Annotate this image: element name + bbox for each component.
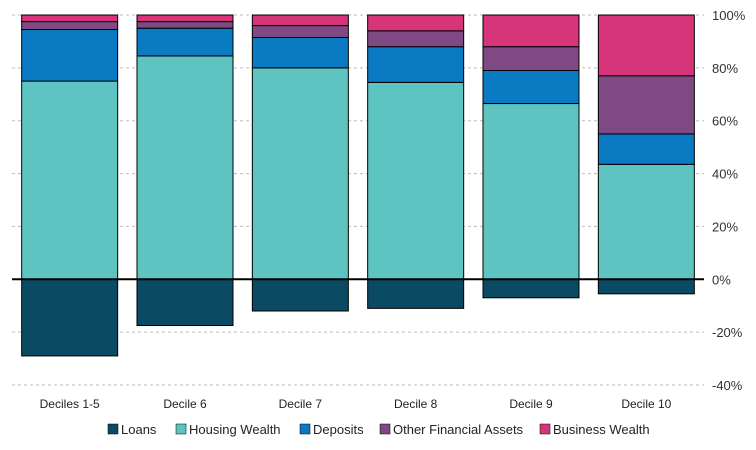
- legend-label: Deposits: [313, 422, 364, 437]
- bar-other-financial-assets-decile-6: [136, 21, 234, 29]
- legend-label: Loans: [121, 422, 157, 437]
- gridlines: [12, 14, 704, 386]
- y-tick-label: -40%: [712, 378, 743, 393]
- bar-other-financial-assets-decile-9: [482, 46, 580, 72]
- bar-loans-decile-7: [251, 278, 349, 312]
- bar-business-wealth-decile-9: [482, 14, 580, 48]
- bar-housing-wealth-decile-6: [136, 55, 234, 280]
- bar-deposits-decile-6: [136, 27, 234, 57]
- bar-loans-deciles-1-5: [21, 278, 119, 357]
- bar-deposits-decile-7: [251, 36, 349, 69]
- legend-swatch: [379, 423, 391, 435]
- legend-label: Business Wealth: [553, 422, 650, 437]
- bar-loans-decile-10: [597, 278, 695, 295]
- bar-other-financial-assets-decile-7: [251, 25, 349, 38]
- x-tick-label: Decile 9: [509, 397, 553, 411]
- bar-business-wealth-decile-7: [251, 14, 349, 27]
- legend-swatch: [107, 423, 119, 435]
- bar-loans-decile-9: [482, 278, 580, 299]
- bar-other-financial-assets-decile-10: [597, 75, 695, 135]
- x-axis-categories: Deciles 1-5 Decile 6 Decile 7 Decile 8 Decil…: [40, 397, 672, 411]
- legend: Loans Housing Wealth Deposits Other Financi…: [107, 422, 650, 437]
- bar-housing-wealth-decile-8: [367, 81, 465, 280]
- bar-deposits-deciles-1-5: [21, 29, 119, 82]
- legend-item-housing-wealth: Housing Wealth: [175, 422, 281, 437]
- y-tick-label: 80%: [712, 61, 738, 76]
- bars: [21, 14, 695, 357]
- y-tick-label: 20%: [712, 219, 738, 234]
- y-tick-label: 100%: [712, 8, 746, 23]
- bar-business-wealth-decile-8: [367, 14, 465, 32]
- legend-swatch: [175, 423, 187, 435]
- bar-housing-wealth-decile-7: [251, 67, 349, 280]
- bar-housing-wealth-decile-10: [597, 163, 695, 280]
- x-tick-label: Decile 6: [163, 397, 207, 411]
- bar-housing-wealth-deciles-1-5: [21, 80, 119, 280]
- x-tick-label: Deciles 1-5: [40, 397, 100, 411]
- bar-deposits-decile-9: [482, 70, 580, 105]
- y-tick-label: 0%: [712, 272, 731, 287]
- legend-label: Other Financial Assets: [393, 422, 524, 437]
- bar-loans-decile-6: [136, 278, 234, 327]
- bar-other-financial-assets-deciles-1-5: [21, 21, 119, 31]
- bar-business-wealth-deciles-1-5: [21, 14, 119, 23]
- y-axis-ticks: -40% -20% 0% 20% 40% 60% 80% 100%: [712, 8, 746, 393]
- bar-business-wealth-decile-6: [136, 14, 234, 23]
- y-tick-label: 60%: [712, 114, 738, 129]
- legend-swatch: [539, 423, 551, 435]
- legend-item-loans: Loans: [107, 422, 157, 437]
- bar-deposits-decile-8: [367, 46, 465, 83]
- x-tick-label: Decile 8: [394, 397, 438, 411]
- legend-label: Housing Wealth: [189, 422, 281, 437]
- legend-swatch: [299, 423, 311, 435]
- legend-item-other-financial-assets: Other Financial Assets: [379, 422, 524, 437]
- x-tick-label: Decile 10: [621, 397, 671, 411]
- bar-housing-wealth-decile-9: [482, 103, 580, 280]
- y-tick-label: 40%: [712, 167, 738, 182]
- legend-item-business-wealth: Business Wealth: [539, 422, 650, 437]
- bar-loans-decile-8: [367, 278, 465, 309]
- bar-other-financial-assets-decile-8: [367, 30, 465, 48]
- legend-item-deposits: Deposits: [299, 422, 364, 437]
- bar-business-wealth-decile-10: [597, 14, 695, 77]
- y-tick-label: -20%: [712, 325, 743, 340]
- x-tick-label: Decile 7: [279, 397, 323, 411]
- bar-deposits-decile-10: [597, 133, 695, 165]
